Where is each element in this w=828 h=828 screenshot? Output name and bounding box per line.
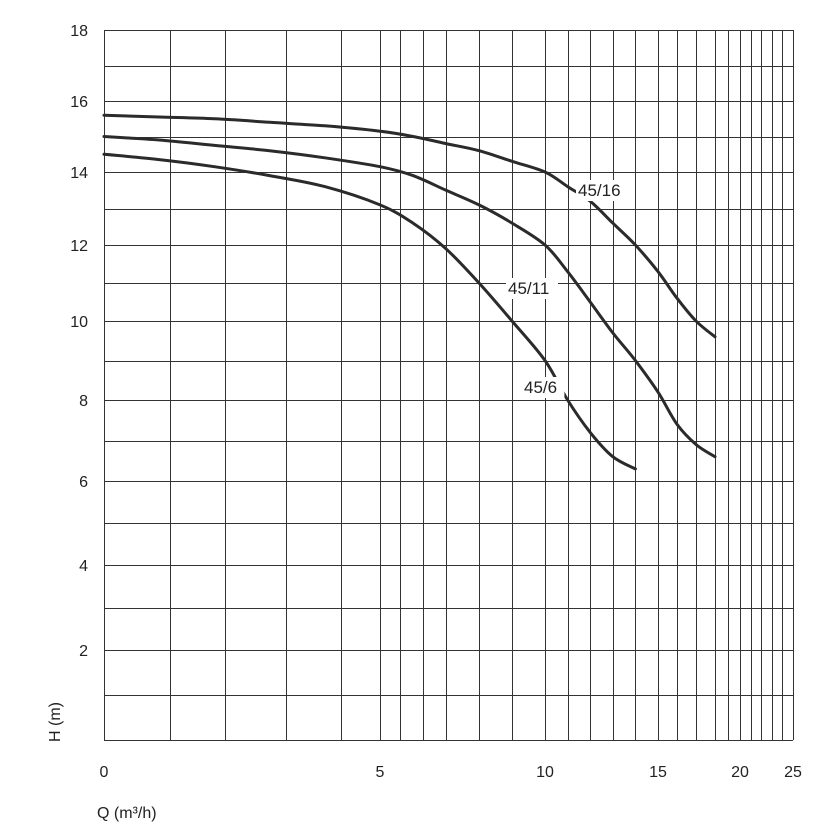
- x-axis-label: Q (m³/h): [97, 805, 157, 822]
- x-tick-label: 0: [100, 764, 109, 781]
- series-line-45-16: [102, 113, 717, 339]
- series-label-45-11: 45/11: [508, 279, 549, 298]
- grid: [104, 30, 794, 741]
- series-label-background: [506, 278, 558, 299]
- series-label-45-16: 45/16: [578, 181, 621, 200]
- x-tick-label: 20: [731, 764, 749, 781]
- y-tick-label: 14: [70, 165, 88, 182]
- tick-labels: 0 5 10 15 20 25 2 4 6 8 10 12 14 16 18: [70, 23, 802, 781]
- series-line-45-11: [102, 135, 717, 459]
- series-label-background: [522, 377, 565, 398]
- x-tick-label: 5: [376, 764, 385, 781]
- curve-labels: 45/16 45/11 45/6: [506, 180, 628, 398]
- series-label-45-6: 45/6: [524, 378, 557, 397]
- y-tick-label: 18: [70, 23, 88, 40]
- y-axis-label: H (m): [47, 702, 64, 742]
- y-tick-label: 4: [79, 558, 88, 575]
- y-tick-label: 10: [70, 314, 88, 331]
- series-label-background: [576, 180, 628, 201]
- curves: [102, 113, 717, 471]
- y-tick-label: 6: [79, 474, 88, 491]
- x-tick-label: 15: [649, 764, 667, 781]
- y-tick-label: 16: [70, 94, 88, 111]
- y-tick-label: 2: [79, 643, 88, 660]
- y-tick-label: 12: [70, 238, 88, 255]
- y-tick-label: 8: [79, 393, 88, 410]
- x-tick-label: 10: [536, 764, 554, 781]
- series-line-45-6: [102, 152, 637, 471]
- x-tick-label: 25: [784, 764, 802, 781]
